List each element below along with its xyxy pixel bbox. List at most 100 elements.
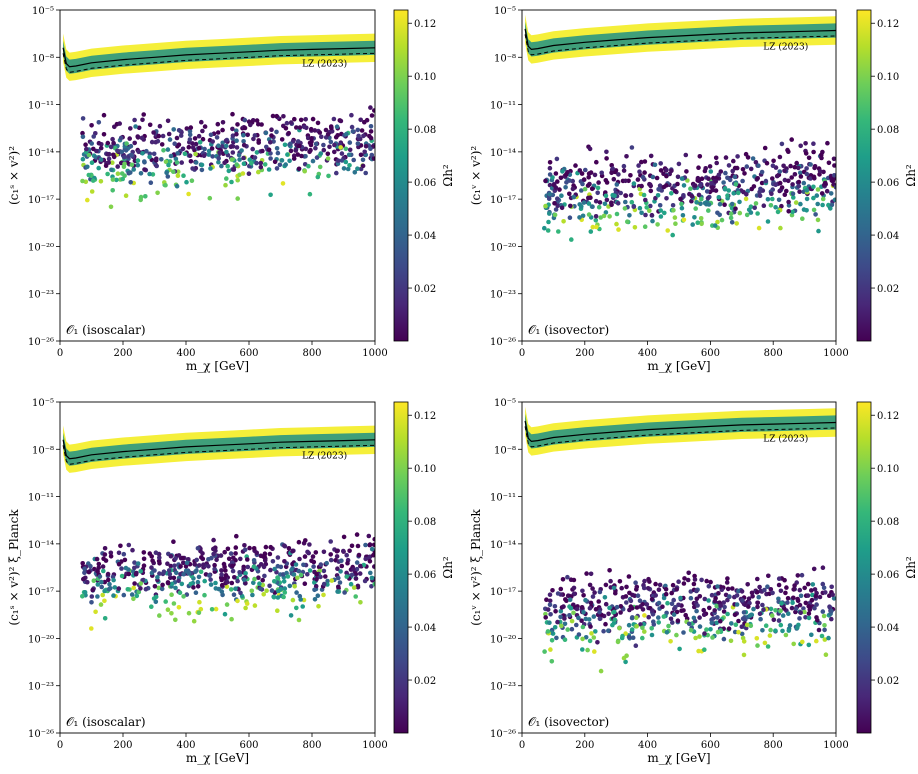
scatter-point (587, 638, 593, 644)
scatter-point (690, 222, 695, 227)
scatter-point (238, 556, 243, 562)
scatter-point (91, 134, 96, 139)
scatter-point (808, 162, 813, 167)
scatter-point (199, 167, 205, 173)
scatter-point (332, 142, 337, 148)
scatter-point (587, 582, 593, 588)
scatter-point (637, 205, 643, 211)
scatter-point (206, 557, 211, 562)
scatter-point (119, 566, 124, 571)
scatter-point (650, 608, 655, 613)
colorbar (393, 9, 409, 342)
scatter-point (197, 599, 202, 605)
scatter-point (290, 561, 295, 567)
scatter-point (143, 586, 149, 592)
scatter-point (809, 632, 814, 638)
scatter-point (220, 140, 225, 146)
scatter-point (279, 137, 285, 142)
scatter-point (272, 566, 277, 572)
scatter-point (562, 616, 567, 621)
scatter-point (789, 137, 794, 142)
scatter-point (783, 632, 789, 638)
scatter-point (683, 152, 689, 158)
scatter-point (202, 592, 207, 598)
scatter-point (732, 612, 738, 618)
scatter-point (293, 147, 299, 153)
scatter-point (366, 533, 372, 539)
scatter-point (800, 216, 805, 221)
scatter-point (597, 616, 603, 622)
scatter-point (362, 119, 367, 125)
scatter-point (680, 213, 686, 218)
scatter-point (334, 548, 340, 554)
scatter-point (560, 169, 565, 174)
scatter-point (653, 195, 658, 201)
scatter-point (786, 628, 792, 633)
scatter-point (219, 568, 224, 573)
scatter-point (132, 117, 137, 123)
scatter-point (804, 208, 809, 213)
scatter-point (686, 621, 692, 627)
scatter-point (167, 137, 173, 142)
scatter-point (785, 596, 791, 601)
scatter-point (183, 564, 189, 569)
scatter-point (650, 174, 656, 180)
scatter-point (325, 578, 330, 584)
scatter-point (359, 128, 365, 133)
scatter-point (728, 211, 734, 216)
scatter-point (212, 562, 217, 568)
scatter-point (716, 172, 722, 178)
scatter-point (235, 177, 240, 183)
scatter-point (344, 131, 349, 137)
scatter-point (642, 629, 647, 634)
scatter-point (241, 139, 246, 144)
scatter-point (161, 148, 166, 153)
scatter-point (313, 145, 318, 151)
scatter-point (341, 548, 346, 554)
scatter-point (219, 582, 225, 588)
scatter-point (698, 201, 703, 207)
scatter-point (296, 166, 302, 172)
scatter-point (715, 629, 721, 635)
scatter-point (127, 136, 132, 141)
scatter-point (135, 158, 141, 163)
lz-band-1sigma (63, 432, 375, 466)
scatter-point (612, 193, 617, 198)
scatter-point (347, 147, 353, 153)
scatter-point (96, 120, 102, 125)
scatter-point (192, 136, 198, 141)
scatter-point (706, 598, 711, 603)
scatter-point (234, 162, 239, 167)
scatter-point (755, 604, 760, 610)
scatter-point (105, 571, 111, 577)
scatter-point (196, 610, 202, 615)
scatter-point (240, 171, 246, 176)
scatter-point (561, 219, 566, 224)
scatter-point (760, 628, 765, 633)
scatter-point (789, 175, 794, 180)
scatter-point (681, 183, 687, 188)
scatter-point (290, 548, 295, 554)
scatter-point (547, 620, 552, 625)
scatter-point (305, 572, 310, 577)
scatter-point (223, 143, 229, 149)
scatter-point (741, 652, 747, 658)
scatter-point (88, 563, 93, 569)
scatter-point (157, 613, 162, 618)
scatter-point (695, 220, 700, 225)
scatter-point (201, 562, 206, 567)
scatter-point (219, 144, 225, 149)
scatter-point (317, 130, 323, 135)
scatter-point (671, 208, 676, 213)
scatter-point (96, 140, 102, 146)
scatter-point (669, 168, 674, 173)
scatter-point (819, 633, 825, 639)
scatter-point (674, 609, 680, 615)
scatter-point (576, 632, 582, 637)
scatter-point (118, 543, 123, 549)
scatter-point (674, 632, 679, 638)
scatter-point (603, 193, 609, 199)
scatter-point (730, 168, 735, 174)
scatter-point (831, 173, 836, 178)
scatter-point (585, 647, 590, 653)
